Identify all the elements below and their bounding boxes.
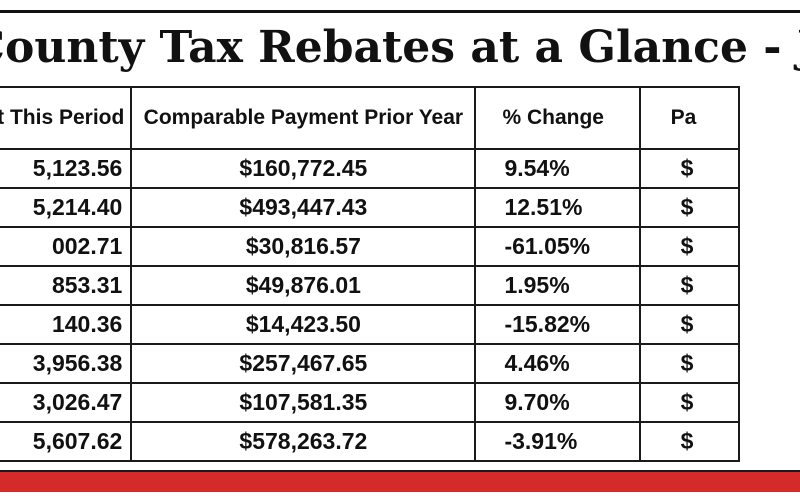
cell-prior-year: $160,772.45 <box>130 148 477 189</box>
header-percent-change: % Change <box>474 86 641 150</box>
cell-partial: $ <box>638 187 741 228</box>
table-row: 853.31 $49,876.01 1.95% $ <box>0 265 741 306</box>
cell-partial: $ <box>638 304 741 345</box>
cell-change: 12.51% <box>474 187 641 228</box>
cell-change: -3.91% <box>474 421 641 462</box>
header-row: ent This Period Comparable Payment Prior… <box>0 86 741 150</box>
cell-prior-year: $30,816.57 <box>130 226 477 267</box>
table-row: 140.36 $14,423.50 -15.82% $ <box>0 304 741 345</box>
cell-prior-year: $107,581.35 <box>130 382 477 423</box>
cell-prior-year: $578,263.72 <box>130 421 477 462</box>
rebates-table: ent This Period Comparable Payment Prior… <box>0 86 800 470</box>
cell-change: -15.82% <box>474 304 641 345</box>
table-row: 002.71 $30,816.57 -61.05% $ <box>0 226 741 267</box>
page-title: County Tax Rebates at a Glance - Janua <box>0 10 800 86</box>
table-row: 5,123.56 $160,772.45 9.54% $ <box>0 148 741 189</box>
cell-prior-year: $257,467.65 <box>130 343 477 384</box>
cell-change: 9.70% <box>474 382 641 423</box>
cell-this-period: 5,123.56 <box>0 148 133 189</box>
table-row: 5,214.40 $493,447.43 12.51% $ <box>0 187 741 228</box>
cell-prior-year: $49,876.01 <box>130 265 477 306</box>
footer-accent-bar <box>0 470 800 494</box>
cell-partial: $ <box>638 148 741 189</box>
cell-change: 1.95% <box>474 265 641 306</box>
cell-this-period: 140.36 <box>0 304 133 345</box>
cell-partial: $ <box>638 226 741 267</box>
cell-this-period: 002.71 <box>0 226 133 267</box>
cell-change: 9.54% <box>474 148 641 189</box>
cell-this-period: 5,607.62 <box>0 421 133 462</box>
cell-prior-year: $14,423.50 <box>130 304 477 345</box>
header-partial: Pa <box>638 86 741 150</box>
header-payment-this-period: ent This Period <box>0 86 133 150</box>
cell-partial: $ <box>638 382 741 423</box>
cell-change: -61.05% <box>474 226 641 267</box>
table-row: 5,607.62 $578,263.72 -3.91% $ <box>0 421 741 462</box>
header-comparable-payment: Comparable Payment Prior Year <box>130 86 477 150</box>
cell-partial: $ <box>638 343 741 384</box>
bottom-margin <box>0 492 800 500</box>
table-row: 3,026.47 $107,581.35 9.70% $ <box>0 382 741 423</box>
cell-this-period: 3,956.38 <box>0 343 133 384</box>
cell-this-period: 3,026.47 <box>0 382 133 423</box>
cell-prior-year: $493,447.43 <box>130 187 477 228</box>
cell-this-period: 5,214.40 <box>0 187 133 228</box>
cell-this-period: 853.31 <box>0 265 133 306</box>
cell-change: 4.46% <box>474 343 641 384</box>
table-row: 3,956.38 $257,467.65 4.46% $ <box>0 343 741 384</box>
cell-partial: $ <box>638 421 741 462</box>
cell-partial: $ <box>638 265 741 306</box>
